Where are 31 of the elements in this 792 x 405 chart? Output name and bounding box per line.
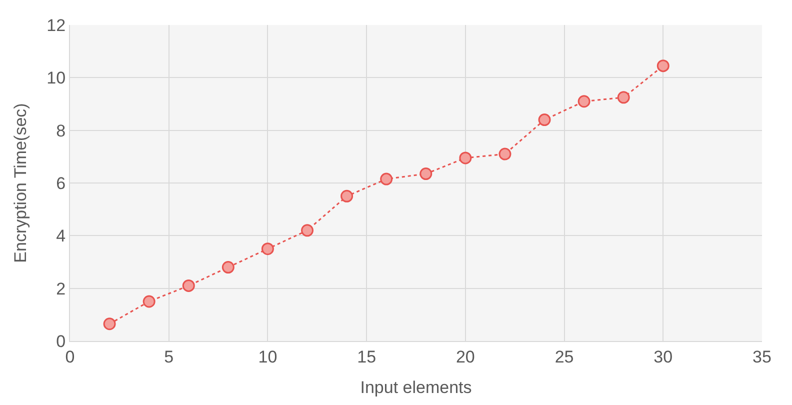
point xyxy=(380,172,393,186)
point xyxy=(656,60,670,72)
y-axis-title: Encryption Time(sec) xyxy=(11,103,30,263)
point xyxy=(617,91,630,104)
point xyxy=(578,95,590,108)
y-tick-label: 12 xyxy=(46,16,66,35)
x-tick-label: 35 xyxy=(752,347,772,366)
point xyxy=(538,114,551,126)
x-tick-label: 20 xyxy=(456,347,475,366)
y-tick-label: 10 xyxy=(46,68,66,88)
y-tick-label: 0 xyxy=(56,332,66,351)
x-tick-label: 15 xyxy=(357,347,376,366)
point xyxy=(261,242,274,256)
point xyxy=(498,148,512,160)
point xyxy=(301,224,314,237)
x-tick-label: 10 xyxy=(258,347,278,366)
y-tick-label: 6 xyxy=(56,174,66,193)
y-tick-label: 2 xyxy=(56,279,66,298)
point xyxy=(222,261,234,274)
y-tick-label: 8 xyxy=(56,121,66,140)
x-tick-label: 5 xyxy=(164,347,174,366)
x-tick-label: 25 xyxy=(554,347,574,366)
point xyxy=(142,295,156,308)
point xyxy=(340,190,354,202)
point xyxy=(103,318,116,330)
y-tick-label: 4 xyxy=(56,226,66,246)
point xyxy=(420,168,432,180)
x-tick-label: 30 xyxy=(654,347,673,366)
x-axis-title: Input elements xyxy=(360,378,472,397)
point xyxy=(459,152,472,164)
point xyxy=(182,279,195,292)
